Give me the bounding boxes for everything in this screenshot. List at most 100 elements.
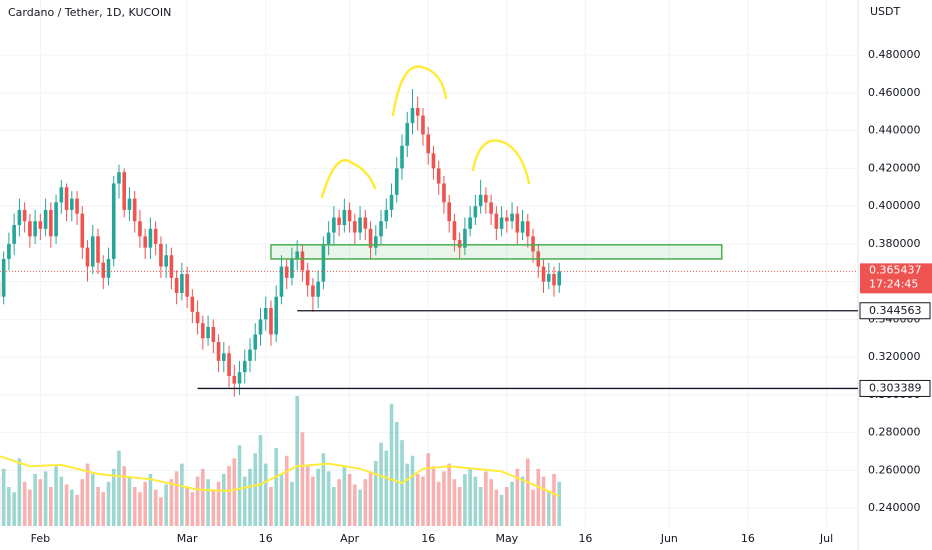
volume-bar [321,453,326,526]
volume-bar [90,474,95,526]
volume-bar [279,474,284,526]
volume-bar [70,489,74,526]
candle-body [164,255,168,267]
volume-bar [96,487,100,526]
candle-body [258,319,263,335]
volume-bar [489,479,493,526]
head [391,65,448,117]
candle-body [274,296,279,335]
volume-bar [484,471,488,526]
x-tick-label: 16 [421,532,435,545]
candle-body [326,232,331,244]
candle-body [106,258,111,278]
candle-body [316,281,320,297]
volume-bar [494,489,499,526]
volume-bar [426,453,431,526]
x-tick-label: 16 [741,532,755,545]
candle-body [374,236,378,248]
y-tick-label: 0.420000 [868,161,921,174]
volume-bar [552,474,556,526]
candle-body [442,183,446,203]
candle-body [541,266,546,282]
volume-bar [180,463,184,526]
volume-bar [431,466,436,526]
candle-body [211,326,216,343]
candle-body [520,221,525,233]
candle-body [148,228,153,248]
candle-body [132,198,137,222]
volume-bar [101,492,106,526]
volume-bar [389,403,394,526]
volume-bar [59,476,64,526]
volume-bar [232,458,237,526]
candle-body [43,209,48,229]
volume-bar [80,479,85,526]
candle-body [80,213,85,248]
candle-body [436,168,441,184]
candle-body [546,274,551,282]
candle-body [353,221,357,233]
volume-bar [442,471,446,526]
volume-bar [499,494,504,526]
volume-bar [342,466,347,526]
y-tick-label: 0.440000 [868,124,921,137]
candle-body [190,296,195,312]
candle-body [300,251,305,271]
x-tick-label: Mar [177,532,198,545]
y-tick-label: 0.240000 [868,501,921,514]
volume-bar [531,489,535,526]
volume-bar [64,484,69,526]
last-price-box [860,263,932,294]
candle-body [153,228,158,244]
volume-bar [263,463,268,526]
candle-body [478,194,483,207]
candle-body [138,221,142,237]
volume-bar [111,468,116,526]
y-tick-label: 0.260000 [868,463,921,476]
candle-body [122,172,127,210]
volume-bar [75,494,79,526]
volume-bar [33,474,37,526]
volume-bar [211,489,216,526]
candle-body [1,258,6,297]
candle-body [279,266,284,297]
volume-bar [505,487,509,526]
candle-body [295,251,299,259]
volume-bar [22,481,27,526]
volume-bar [174,471,179,526]
candle-body [421,115,425,135]
candle-body [290,258,294,278]
volume-bar [394,422,399,526]
candle-body [253,334,258,350]
support-zone [270,244,723,260]
candle-body [394,168,399,195]
volume-bar [520,476,525,526]
y-tick-label: 0.480000 [868,48,921,61]
x-tick-label: Apr [340,532,360,545]
volume-bar [415,474,420,526]
candle-body [499,217,504,229]
volume-bar [384,450,389,526]
chart-title: Cardano / Tether, 1D, KUCOIN [8,6,171,19]
volume-bar [206,479,210,526]
price-line-label: 0.303389 [869,381,922,394]
candle-body [332,217,336,233]
volume-bar [1,468,6,526]
candle-body [305,270,310,286]
volume-bar [332,487,336,526]
candle-body [557,271,562,286]
volume-bar [28,489,32,526]
volume-bar [258,435,263,526]
candle-body [127,198,132,210]
candle-body [64,187,69,210]
x-tick-label: Jun [660,532,678,545]
candle-body [70,198,74,210]
candle-body [484,194,488,203]
volume-bar [290,481,294,526]
candle-body [201,323,205,339]
volume-bar [468,468,472,526]
y-tick-label: 0.380000 [868,237,921,250]
candle-body [368,228,373,248]
candle-body [337,217,341,226]
candle-body [463,228,467,248]
